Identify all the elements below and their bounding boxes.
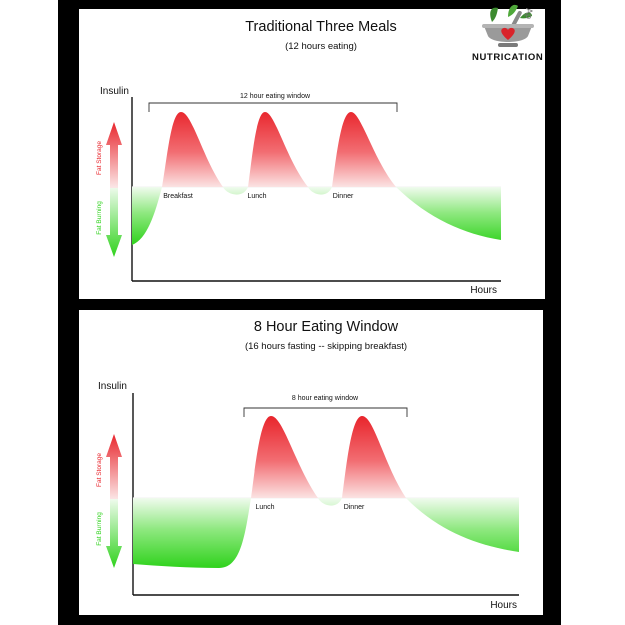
fat-burning-region-fasting [133, 498, 251, 568]
logo-wordmark: NUTRICATION [472, 52, 544, 63]
meal-label-lunch: Lunch [255, 504, 274, 511]
fat-burning-dip-1 [223, 187, 248, 195]
nutrication-logo: NUTRICATION Ap [462, 0, 546, 64]
y-axis-label: Insulin [98, 381, 127, 392]
fat-burning-region-morning [132, 187, 162, 245]
fat-burning-arrow [106, 499, 122, 568]
meal-label-breakfast: Breakfast [163, 193, 193, 200]
x-axis-label: Hours [490, 600, 517, 611]
insulin-peak-lunch [248, 112, 308, 187]
meal-label-dinner: Dinner [333, 193, 354, 200]
panel-8-hour-eating-window: 8 Hour Eating Window (16 hours fasting -… [79, 310, 543, 615]
fat-burning-arrow [106, 188, 122, 257]
mortar-pestle-heart-icon [482, 4, 534, 47]
y-axis-label: Insulin [100, 86, 129, 97]
fat-storage-arrow [106, 122, 122, 188]
fat-storage-arrow [106, 434, 122, 499]
fat-storage-label: Fat Storage [96, 453, 103, 487]
logo-edge-text: Ap [524, 8, 534, 20]
fat-burning-dip-2 [308, 187, 332, 195]
eating-window-label: 12 hour eating window [240, 93, 311, 100]
insulin-peak-dinner [342, 416, 406, 498]
panel-traditional-three-meals: Traditional Three Meals (12 hours eating… [79, 9, 545, 299]
x-axis-label: Hours [470, 285, 497, 296]
fat-burning-label: Fat Burning [96, 201, 103, 235]
insulin-peak-dinner [332, 112, 396, 187]
insulin-curve-diagram-bottom: 8 Hour Eating Window (16 hours fasting -… [96, 319, 519, 611]
fat-burning-dip [318, 498, 342, 506]
chart-title: Traditional Three Meals [245, 19, 397, 35]
chart-subtitle: (12 hours eating) [285, 41, 357, 52]
eating-window-bracket [148, 102, 398, 112]
fat-burning-region-evening [406, 498, 519, 552]
insulin-peak-lunch [251, 416, 318, 498]
insulin-peak-breakfast [162, 112, 223, 187]
meal-label-dinner: Dinner [344, 504, 365, 511]
fat-burning-region-evening [396, 187, 501, 240]
fat-storage-label: Fat Storage [96, 141, 103, 175]
chart-subtitle: (16 hours fasting -- skipping breakfast) [245, 341, 407, 352]
meal-label-lunch: Lunch [247, 193, 266, 200]
eating-window-bracket [243, 407, 408, 417]
fat-burning-label: Fat Burning [96, 512, 103, 546]
insulin-curve-diagram-top: Traditional Three Meals (12 hours eating… [96, 19, 501, 296]
chart-title: 8 Hour Eating Window [254, 319, 399, 335]
eating-window-label: 8 hour eating window [292, 395, 359, 402]
